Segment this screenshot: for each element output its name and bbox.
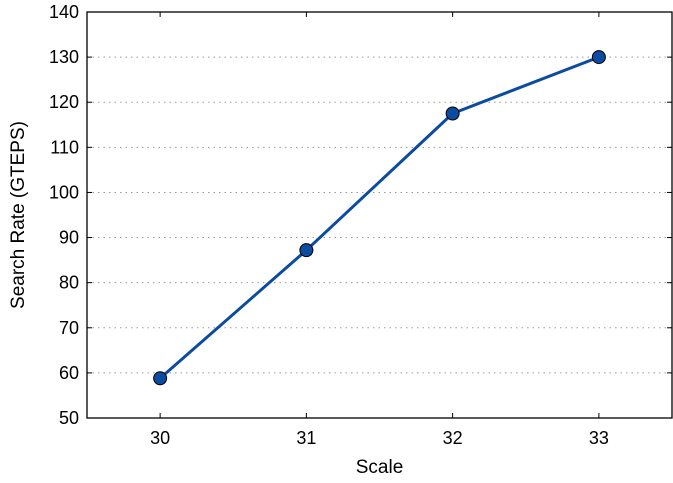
y-tick-label: 130	[49, 47, 79, 67]
series-line	[159, 55, 600, 380]
data-point	[299, 243, 314, 258]
y-tick-label: 50	[59, 408, 79, 428]
plot-frame	[86, 11, 673, 419]
y-tick-label: 110	[50, 137, 79, 157]
x-tick-label: 32	[443, 428, 463, 448]
y-tick-label: 70	[59, 318, 79, 338]
y-tick-label: 90	[59, 228, 79, 248]
data-point	[591, 50, 606, 65]
y-tick-label: 80	[59, 273, 79, 293]
gridlines	[87, 56, 672, 374]
series	[153, 50, 606, 386]
x-axis-label: Scale	[356, 457, 404, 478]
y-tick-label: 100	[49, 182, 79, 202]
y-axis-label: Search Rate (GTEPS)	[8, 121, 29, 309]
data-point	[445, 106, 460, 121]
x-tick-label: 31	[296, 428, 316, 448]
x-tick-label: 30	[150, 428, 170, 448]
x-tick-label: 33	[589, 428, 609, 448]
y-tick-label: 120	[49, 92, 79, 112]
ticks: 50 60 70 80 90 100 110 120 130 140 30 31 32 33	[49, 2, 672, 448]
data-point	[153, 371, 168, 386]
y-tick-label: 140	[49, 2, 79, 22]
y-tick-label: 60	[59, 363, 79, 383]
